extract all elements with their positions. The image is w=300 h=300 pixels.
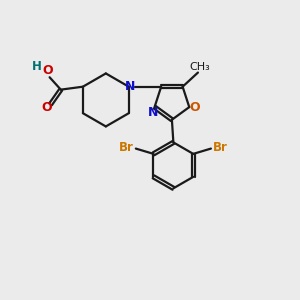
Text: H: H bbox=[32, 60, 41, 73]
Text: N: N bbox=[148, 106, 158, 119]
Text: O: O bbox=[42, 64, 52, 77]
Text: CH₃: CH₃ bbox=[189, 62, 210, 72]
Text: O: O bbox=[189, 100, 200, 114]
Text: Br: Br bbox=[213, 142, 228, 154]
Text: O: O bbox=[41, 101, 52, 114]
Text: Br: Br bbox=[119, 142, 134, 154]
Text: N: N bbox=[125, 80, 135, 93]
